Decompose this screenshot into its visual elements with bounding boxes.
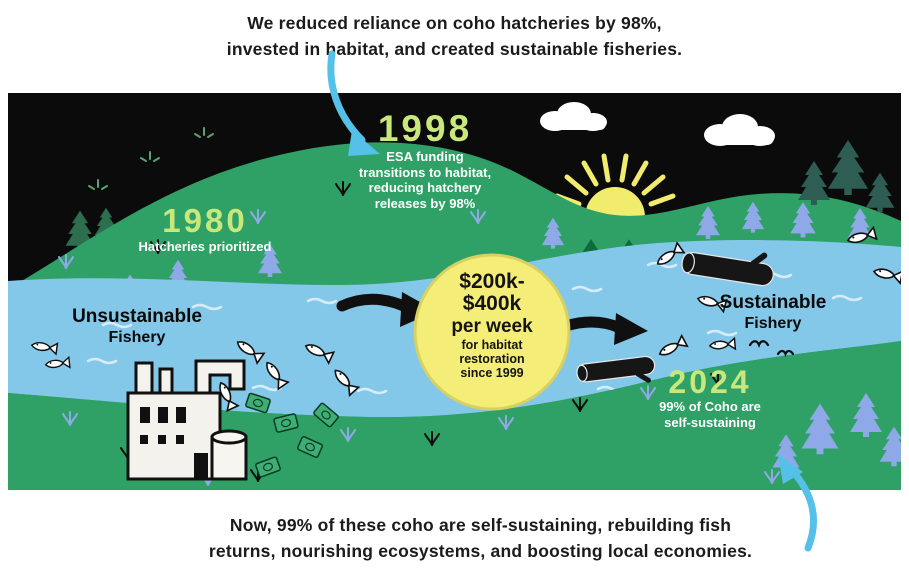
factory-windows — [140, 407, 186, 444]
bottom-caption-line1: Now, 99% of these coho are self-sustaini… — [229, 515, 732, 535]
top-caption: We reduced reliance on coho hatcheries b… — [0, 10, 909, 62]
flow-arrow-right — [560, 313, 648, 345]
milestone-1998-text: ESA funding transitions to habitat, redu… — [358, 149, 492, 211]
scene-illustration — [8, 93, 901, 490]
milestone-1998: 1998 ESA funding transitions to habitat,… — [345, 109, 505, 211]
bottom-caption: Now, 99% of these coho are self-sustaini… — [52, 512, 909, 564]
funding-badge-circle — [413, 253, 571, 411]
year-2024: 2024 — [668, 364, 752, 400]
funding-badge-text: $200k- $400k per week for habitat restor… — [451, 270, 533, 381]
milestone-1980-text: Hatcheries prioritized — [138, 239, 272, 254]
unsustainable-fishery-label: Unsustainable Fishery — [72, 306, 202, 346]
outflow-pipe — [194, 359, 246, 395]
year-1980: 1980 — [162, 202, 248, 239]
log-illustration — [576, 355, 656, 383]
top-caption-line1: We reduced reliance on coho hatcheries b… — [247, 13, 662, 33]
milestone-2024-text: 99% of Coho are self-sustaining — [659, 399, 761, 430]
sustainable-fishery-label: Sustainable Fishery — [719, 292, 827, 332]
log-illustration — [681, 251, 774, 287]
factory-door — [194, 453, 208, 479]
milestone-2024: 2024 99% of Coho are self-sustaining — [620, 365, 800, 430]
cloud-icon — [704, 114, 775, 146]
top-caption-line2: invested in habitat, and created sustain… — [226, 39, 683, 59]
bird-icon — [748, 340, 795, 358]
illustration-panel: 1998 ESA funding transitions to habitat,… — [8, 93, 901, 490]
year-1998: 1998 — [377, 108, 473, 149]
hatchery-factory-illustration — [126, 359, 248, 481]
cloud-icon — [540, 102, 607, 131]
milestone-1980: 1980 Hatcheries prioritized — [115, 203, 295, 255]
bottom-caption-line2: returns, nourishing ecosystems, and boos… — [208, 541, 753, 561]
